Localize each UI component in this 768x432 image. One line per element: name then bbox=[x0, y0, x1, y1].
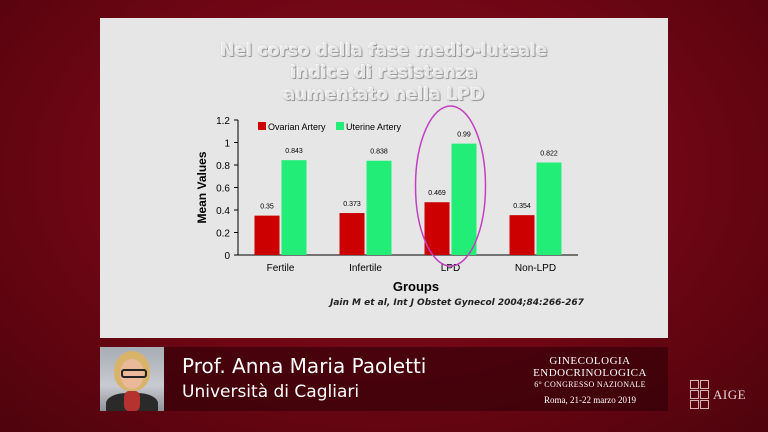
y-tick-label: 0.4 bbox=[216, 206, 230, 217]
citation: Jain M et al, Int J Obstet Gynecol 2004;… bbox=[330, 298, 584, 308]
event-line-1: GINECOLOGIA bbox=[549, 355, 631, 367]
slide-title-line: indice di resistenza bbox=[290, 63, 478, 83]
aige-logo: AIGE bbox=[690, 378, 750, 418]
bar-ovarian-infertile bbox=[339, 213, 365, 255]
bar-ovarian-lpd bbox=[424, 202, 450, 255]
legend-label: Uterine Artery bbox=[346, 122, 402, 132]
aige-logo-grid-icon bbox=[690, 380, 710, 409]
y-tick-label: 0.2 bbox=[216, 229, 230, 240]
bar-uterine-non-lpd bbox=[536, 162, 562, 255]
bar-value-label: 0.838 bbox=[370, 149, 388, 156]
speaker-photo bbox=[100, 347, 164, 411]
aige-logo-text: AIGE bbox=[713, 387, 747, 402]
y-tick-label: 0.6 bbox=[216, 184, 230, 195]
x-axis-title: Groups bbox=[393, 279, 439, 294]
bar-uterine-lpd bbox=[451, 143, 477, 255]
bar-value-label: 0.469 bbox=[428, 190, 446, 197]
highlight-ellipse bbox=[414, 105, 487, 267]
bar-value-label: 0.373 bbox=[343, 201, 361, 208]
event-info: GINECOLOGIA ENDOCRINOLOGICA 6° CONGRESSO… bbox=[520, 355, 660, 406]
legend-swatch bbox=[258, 122, 266, 130]
x-tick-label: LPD bbox=[441, 263, 460, 274]
bar-ovarian-fertile bbox=[254, 215, 280, 255]
y-tick-label: 0.8 bbox=[216, 161, 230, 172]
bar-value-label: 0.99 bbox=[457, 132, 471, 139]
slide-title-line: Nel corso della fase medio-luteale bbox=[220, 41, 548, 61]
speaker-name: Prof. Anna Maria Paoletti bbox=[182, 354, 427, 378]
speaker-affiliation: Università di Cagliari bbox=[182, 382, 360, 402]
y-tick-label: 0 bbox=[224, 251, 230, 262]
event-line-2: ENDOCRINOLOGICA bbox=[533, 367, 647, 379]
bar-value-label: 0.822 bbox=[540, 151, 558, 158]
legend-swatch bbox=[336, 122, 344, 130]
lower-third-banner: Prof. Anna Maria Paoletti Università di … bbox=[100, 347, 668, 411]
event-line-3: 6° CONGRESSO NAZIONALE bbox=[534, 380, 646, 389]
bar-value-label: 0.354 bbox=[513, 203, 531, 210]
bar-value-label: 0.35 bbox=[260, 204, 274, 211]
event-date: Roma, 21-22 marzo 2019 bbox=[544, 395, 636, 405]
x-tick-label: Infertile bbox=[349, 263, 382, 274]
x-tick-label: Fertile bbox=[267, 263, 295, 274]
y-tick-label: 1 bbox=[224, 139, 230, 150]
x-tick-label: Non-LPD bbox=[515, 263, 556, 274]
bar-uterine-infertile bbox=[366, 160, 392, 255]
bar-chart: 0 0.2 0.4 0.6 0.8 1 1.2 Mean Values 0.35 0.843 Fer… bbox=[195, 105, 578, 294]
slide-title: Nel corso della fase medio-luteale indic… bbox=[100, 40, 668, 106]
bar-value-label: 0.843 bbox=[285, 148, 303, 155]
y-axis-title: Mean Values bbox=[195, 151, 209, 223]
y-tick-label: 1.2 bbox=[216, 116, 230, 127]
slide-title-line: aumentato nella LPD bbox=[283, 85, 485, 105]
legend-label: Ovarian Artery bbox=[268, 122, 326, 132]
bar-ovarian-non-lpd bbox=[509, 215, 535, 255]
presentation-slide: Nel corso della fase medio-luteale indic… bbox=[100, 18, 668, 338]
bar-uterine-fertile bbox=[281, 160, 307, 255]
